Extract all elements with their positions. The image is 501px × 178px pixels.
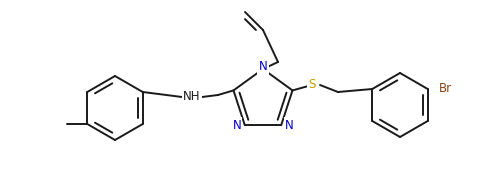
Text: N: N xyxy=(284,119,293,132)
Text: N: N xyxy=(258,61,267,74)
Text: S: S xyxy=(308,78,315,91)
Text: Br: Br xyxy=(438,82,451,96)
Text: NH: NH xyxy=(183,90,200,103)
Text: N: N xyxy=(232,119,240,132)
